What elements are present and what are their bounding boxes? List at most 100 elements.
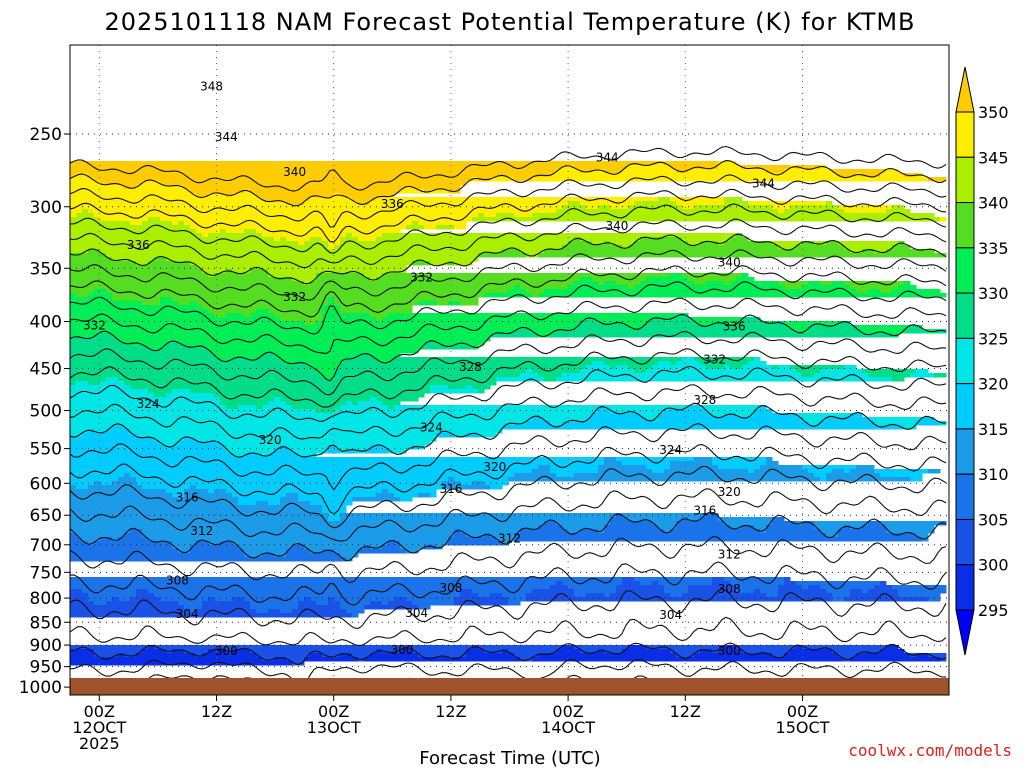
band-cell [334, 597, 395, 602]
band-cell [850, 413, 863, 418]
band-cell [250, 269, 269, 274]
band-cell [730, 281, 779, 286]
band-cell [928, 177, 947, 182]
band-cell [430, 261, 449, 266]
band-cell [724, 645, 737, 650]
band-cell [556, 521, 611, 526]
band-cell [316, 273, 365, 278]
band-cell [610, 365, 617, 370]
band-cell [742, 165, 791, 170]
band-cell [430, 189, 449, 194]
band-cell [166, 341, 179, 346]
band-cell [574, 473, 815, 478]
band-cell [868, 373, 911, 378]
band-cell [184, 437, 197, 442]
band-cell [574, 589, 617, 594]
contour-label-304: 304 [659, 608, 682, 622]
colorbar-label-315: 315 [978, 420, 1009, 439]
x-tick-label-60-0: 12Z [670, 702, 701, 721]
colorbar-swatch-305 [955, 518, 975, 566]
band-cell [100, 381, 125, 386]
band-cell [712, 461, 767, 466]
band-cell [340, 405, 389, 410]
band-cell [352, 401, 359, 406]
y-tick-label-400: 400 [30, 313, 62, 333]
band-cell [124, 185, 137, 190]
band-cell [874, 585, 893, 590]
colorbar-legend: 350 345 340 335 330 325 320 315 310 305 300 295 [955, 66, 1009, 656]
band-cell [514, 285, 521, 290]
band-cell [460, 593, 479, 598]
band-cell [838, 321, 851, 326]
band-cell [508, 477, 821, 482]
band-cell [604, 405, 689, 410]
band-cell [70, 513, 329, 518]
band-cell [166, 345, 191, 350]
band-cell [88, 597, 113, 602]
band-cell [580, 649, 599, 654]
band-cell [802, 285, 851, 290]
colorbar-label-300: 300 [978, 556, 1009, 575]
band-cell [748, 201, 827, 206]
band-cell [544, 417, 587, 422]
band-cell [244, 229, 257, 234]
band-cell [688, 277, 737, 282]
band-cell [334, 369, 527, 374]
band-cell [340, 517, 611, 522]
band-cell [616, 513, 623, 518]
band-cell [130, 597, 161, 602]
band-cell [112, 333, 491, 338]
band-cell [178, 341, 425, 346]
band-cell [664, 585, 689, 590]
band-cell [796, 645, 803, 650]
band-cell [532, 657, 845, 662]
band-cell [88, 173, 551, 178]
band-cell [250, 605, 299, 610]
band-cell [844, 597, 929, 602]
band-cell [328, 301, 335, 306]
band-cell [70, 377, 107, 382]
band-cell [688, 169, 767, 174]
band-cell [616, 365, 629, 370]
band-cell [70, 217, 101, 222]
colorbar-label-310: 310 [978, 465, 1009, 484]
band-cell [772, 517, 785, 522]
contour-332 [70, 297, 947, 355]
band-cell [580, 369, 635, 374]
band-cell [820, 529, 839, 534]
band-cell [622, 581, 641, 586]
band-cell [568, 241, 593, 246]
band-cell [880, 473, 923, 478]
band-cell [658, 413, 713, 418]
band-cell [838, 173, 857, 178]
band-cell [862, 589, 869, 594]
contour-346 [70, 188, 947, 243]
band-cell [562, 581, 623, 586]
band-cell [154, 645, 473, 650]
band-cell [736, 413, 755, 418]
band-cell [766, 457, 773, 462]
band-cell [622, 245, 629, 250]
band-cell [70, 509, 323, 514]
colorbar-swatch-325 [955, 337, 975, 385]
band-cell [190, 609, 197, 614]
band-cell [292, 449, 329, 454]
band-cell [214, 313, 227, 318]
band-cell [70, 473, 125, 478]
band-cell [70, 525, 539, 530]
band-cell [382, 317, 587, 322]
band-cell [436, 301, 449, 306]
credit-text[interactable]: coolwx.com/models [848, 741, 1012, 760]
band-cell [70, 373, 323, 378]
band-cell [142, 221, 173, 226]
band-cell [592, 361, 605, 366]
band-cell [70, 265, 197, 270]
contour-label-324: 324 [137, 397, 160, 411]
band-cell [808, 421, 821, 426]
band-cell [250, 601, 299, 606]
y-tick-label-700: 700 [30, 536, 62, 556]
band-cell [460, 301, 479, 306]
band-cell [70, 557, 347, 562]
band-cell [616, 321, 623, 326]
band-cell [586, 317, 593, 322]
